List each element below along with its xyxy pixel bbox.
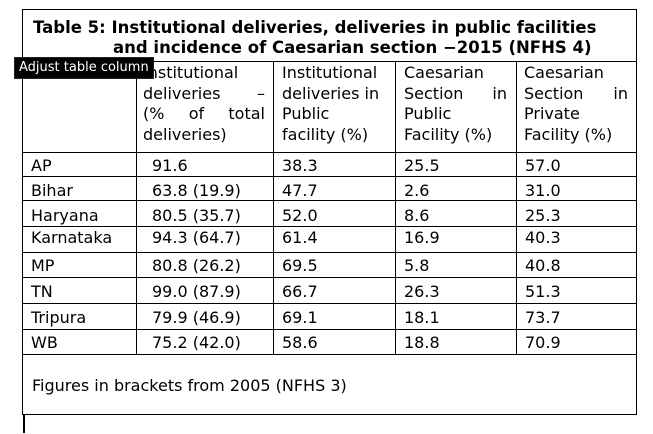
header-cs-private: Caesarian Section in Private Facility (%) (524, 63, 628, 145)
cell-public: 58.6 (282, 333, 318, 352)
column-divider[interactable] (516, 61, 517, 354)
cell-cs-public: 26.3 (404, 282, 440, 301)
table-title-line-1: Table 5: Institutional deliveries, deliv… (33, 18, 597, 37)
header-institutional-deliveries: Institutional deliveries – (% of total deli… (143, 63, 265, 145)
header-line: Public (404, 104, 452, 123)
cell-public: 61.4 (282, 228, 318, 247)
row-rule (23, 329, 636, 330)
text-cursor (23, 415, 25, 433)
cell-state: Bihar (31, 181, 73, 200)
row-rule (23, 176, 636, 177)
cell-state: WB (31, 333, 58, 352)
header-line: deliveries – (143, 83, 265, 103)
cell-cs-private: 40.3 (525, 228, 561, 247)
adjust-column-tooltip: Adjust table column (14, 57, 154, 79)
header-line: Facility (%) (524, 124, 613, 144)
cell-public: 66.7 (282, 282, 318, 301)
column-divider[interactable] (273, 61, 274, 354)
cell-institutional: 75.2 (42.0) (152, 333, 241, 352)
cell-public: 69.1 (282, 308, 318, 327)
row-rule (23, 200, 636, 201)
cell-institutional: 63.8 (19.9) (152, 181, 241, 200)
column-divider[interactable] (395, 61, 396, 354)
cell-cs-public: 5.8 (404, 256, 430, 275)
cell-state: Karnataka (31, 228, 113, 247)
header-line: deliveries in (282, 83, 380, 103)
cell-state: Tripura (31, 308, 87, 327)
header-line: Section in (524, 83, 628, 103)
cell-cs-private: 57.0 (525, 156, 561, 175)
header-line: facility (%) (282, 124, 369, 144)
cell-cs-public: 2.6 (404, 181, 430, 200)
header-cs-public: Caesarian Section in Public Facility (%) (404, 63, 507, 145)
cell-public: 38.3 (282, 156, 318, 175)
cell-state: Haryana (31, 206, 99, 225)
rule-above-footnote (23, 354, 636, 355)
cell-state: AP (31, 156, 52, 175)
cell-cs-private: 51.3 (525, 282, 561, 301)
cell-cs-public: 18.8 (404, 333, 440, 352)
cell-institutional: 91.6 (152, 156, 188, 175)
header-line: Facility (%) (404, 124, 493, 144)
row-rule (23, 226, 636, 227)
data-table: Table 5: Institutional deliveries, deliv… (22, 9, 637, 415)
header-line: Private (524, 104, 580, 123)
cell-cs-private: 25.3 (525, 206, 561, 225)
header-line: Caesarian (524, 63, 604, 82)
cell-cs-private: 73.7 (525, 308, 561, 327)
table-footnote: Figures in brackets from 2005 (NFHS 3) (32, 376, 347, 395)
header-line: Institutional (143, 63, 239, 82)
cell-institutional: 94.3 (64.7) (152, 228, 241, 247)
header-line: Institutional (282, 63, 378, 82)
rule-below-header (23, 152, 636, 153)
cell-cs-public: 8.6 (404, 206, 430, 225)
cell-institutional: 80.5 (35.7) (152, 206, 241, 225)
cell-cs-private: 70.9 (525, 333, 561, 352)
cell-state: MP (31, 256, 55, 275)
row-rule (23, 303, 636, 304)
cell-institutional: 79.9 (46.9) (152, 308, 241, 327)
cell-public: 52.0 (282, 206, 318, 225)
row-rule (23, 277, 636, 278)
cell-cs-private: 40.8 (525, 256, 561, 275)
header-public-facility: Institutional deliveries in Public facil… (282, 63, 390, 145)
header-line: (% of total (143, 104, 265, 123)
header-line: Public (282, 104, 330, 123)
cell-state: TN (31, 282, 53, 301)
header-line: Section in (404, 83, 507, 103)
cell-cs-public: 18.1 (404, 308, 440, 327)
table-title: Table 5: Institutional deliveries, deliv… (33, 18, 633, 58)
cell-cs-public: 25.5 (404, 156, 440, 175)
cell-public: 69.5 (282, 256, 318, 275)
table-title-line-2: and incidence of Caesarian section −2015… (113, 38, 592, 57)
cell-institutional: 99.0 (87.9) (152, 282, 241, 301)
header-line: deliveries) (143, 124, 227, 144)
column-divider[interactable] (136, 61, 137, 354)
rule-below-title (23, 61, 636, 62)
cell-public: 47.7 (282, 181, 318, 200)
row-rule (23, 252, 636, 253)
cell-institutional: 80.8 (26.2) (152, 256, 241, 275)
cell-cs-public: 16.9 (404, 228, 440, 247)
cell-cs-private: 31.0 (525, 181, 561, 200)
header-line: Caesarian (404, 63, 484, 82)
